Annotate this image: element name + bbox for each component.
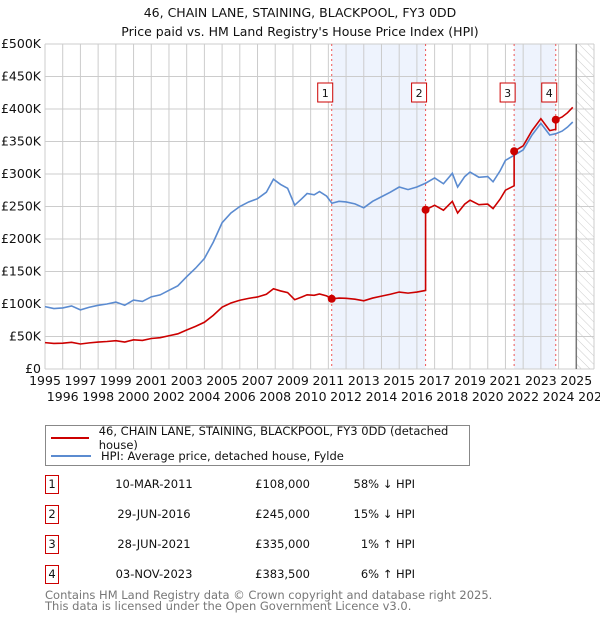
sale-point	[510, 147, 519, 156]
y-tick-label: £300K	[1, 166, 42, 181]
sale-date: 29-JUN-2016	[117, 507, 191, 521]
x-tick-label: 2009	[277, 373, 309, 388]
x-tick-label: 1997	[65, 373, 97, 388]
sale-label-box	[499, 82, 516, 103]
y-tick-label: £50K	[9, 329, 42, 344]
sale-price: £335,000	[255, 537, 310, 551]
sale-row: 1 10-MAR-2011 £108,000 58% ↓ HPI	[45, 475, 445, 495]
x-tick-label: 2010	[295, 389, 327, 404]
x-tick-label: 1998	[82, 389, 114, 404]
sale-row: 3 28-JUN-2021 £335,000 1% ↑ HPI	[45, 535, 445, 555]
x-tick-label: 2008	[259, 389, 291, 404]
x-tick-label: 2007	[242, 373, 274, 388]
sale-label-box	[541, 82, 558, 103]
sale-hpi-diff: 58% ↓ HPI	[353, 477, 415, 491]
sale-label-box	[317, 82, 334, 103]
legend-swatch-blue	[51, 455, 91, 457]
sale-row: 2 29-JUN-2016 £245,000 15% ↓ HPI	[45, 505, 445, 525]
x-tick-label: 2006	[224, 389, 256, 404]
sale-hpi-diff: 15% ↓ HPI	[353, 507, 415, 521]
x-tick-label: 1999	[100, 373, 132, 388]
sale-label: 4	[546, 87, 553, 100]
footer: Contains HM Land Registry data © Crown c…	[45, 588, 493, 613]
chart-title: 46, CHAIN LANE, STAINING, BLACKPOOL, FY3…	[144, 5, 457, 20]
hpi-line	[44, 121, 574, 311]
sale-point	[421, 205, 430, 214]
legend-swatch-red	[51, 437, 89, 439]
legend-entry-property: 46, CHAIN LANE, STAINING, BLACKPOOL, FY3…	[51, 424, 469, 452]
x-tick-label: 2022	[507, 389, 539, 404]
sale-row: 4 03-NOV-2023 £383,500 6% ↑ HPI	[45, 565, 445, 585]
x-tick-label: 2026	[578, 389, 600, 404]
x-tick-label: 2015	[383, 373, 415, 388]
sale-date: 10-MAR-2011	[115, 477, 193, 491]
x-tick-label: 2014	[366, 389, 398, 404]
legend-label: HPI: Average price, detached house, Fyld…	[101, 449, 344, 463]
sale-number: 3	[45, 535, 59, 554]
sale-point	[327, 294, 336, 303]
y-tick-label: £0	[25, 361, 41, 376]
x-tick-label: 2023	[525, 373, 557, 388]
sale-label: 2	[416, 87, 423, 100]
x-tick-label: 2005	[206, 373, 238, 388]
y-tick-label: £400K	[1, 101, 42, 116]
chart-subtitle: Price paid vs. HM Land Registry's House …	[121, 24, 478, 39]
x-tick-label: 2011	[312, 373, 344, 388]
price-chart: 46, CHAIN LANE, STAINING, BLACKPOOL, FY3…	[1, 5, 600, 404]
sale-hpi-diff: 6% ↑ HPI	[360, 567, 415, 581]
sale-price: £383,500	[255, 567, 310, 581]
sale-hpi-diff: 1% ↑ HPI	[360, 537, 415, 551]
x-tick-label: 2018	[436, 389, 468, 404]
x-tick-label: 2019	[454, 373, 486, 388]
legend-entry-hpi: HPI: Average price, detached house, Fyld…	[51, 448, 344, 464]
sale-label: 3	[504, 87, 511, 100]
y-tick-label: £250K	[1, 199, 42, 214]
sale-label-box	[411, 82, 428, 103]
x-tick-label: 2017	[419, 373, 451, 388]
x-tick-label: 2000	[118, 389, 150, 404]
sale-number: 4	[45, 565, 59, 584]
y-tick-label: £500K	[1, 36, 42, 51]
x-tick-label: 2002	[153, 389, 185, 404]
sale-date: 03-NOV-2023	[115, 567, 193, 581]
sale-price: £245,000	[255, 507, 310, 521]
x-tick-label: 2016	[401, 389, 433, 404]
property-price-line	[44, 106, 574, 345]
x-tick-label: 2012	[330, 389, 362, 404]
x-tick-label: 2025	[560, 373, 592, 388]
y-tick-label: £450K	[1, 69, 42, 84]
footer-licence: This data is licensed under the Open Gov…	[45, 599, 412, 613]
x-tick-label: 2001	[135, 373, 167, 388]
x-tick-label: 2013	[348, 373, 380, 388]
sale-point	[551, 115, 560, 124]
y-tick-label: £200K	[1, 231, 42, 246]
sale-label: 1	[322, 87, 329, 100]
sale-date: 28-JUN-2021	[117, 537, 191, 551]
x-tick-label: 2003	[171, 373, 203, 388]
legend-label: 46, CHAIN LANE, STAINING, BLACKPOOL, FY3…	[98, 424, 449, 452]
x-tick-label: 2020	[472, 389, 504, 404]
legend: 46, CHAIN LANE, STAINING, BLACKPOOL, FY3…	[45, 424, 470, 466]
x-tick-label: 2024	[543, 389, 575, 404]
y-tick-label: £150K	[1, 264, 42, 279]
sale-number: 2	[45, 505, 59, 524]
x-tick-label: 1996	[47, 389, 79, 404]
y-tick-label: £350K	[1, 134, 42, 149]
x-tick-label: 1995	[29, 373, 61, 388]
footer-copyright: Contains HM Land Registry data © Crown c…	[45, 588, 493, 602]
sale-number: 1	[45, 475, 59, 494]
sale-price: £108,000	[255, 477, 310, 491]
x-tick-label: 2021	[490, 373, 522, 388]
y-tick-label: £100K	[1, 296, 42, 311]
x-tick-label: 2004	[188, 389, 220, 404]
